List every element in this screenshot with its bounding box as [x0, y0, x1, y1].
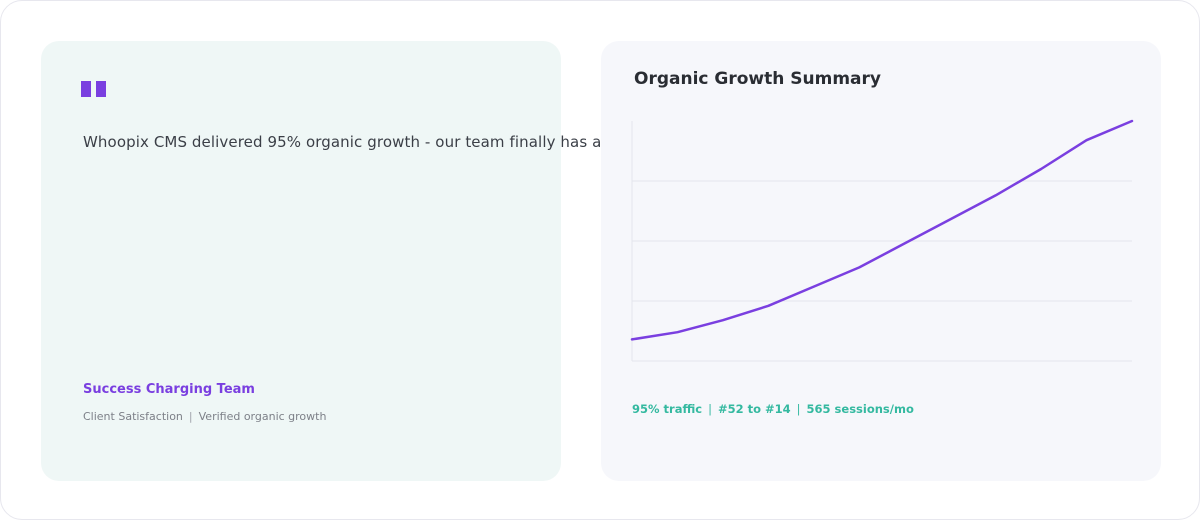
stat-separator: |	[708, 402, 712, 416]
testimonial-card: Whoopix CMS delivered 95% organic growth…	[41, 41, 756, 481]
growth-summary-card: Organic Growth Summary 95% traffic | #52 t…	[601, 41, 1161, 481]
testimonial-quote: Whoopix CMS delivered 95% organic growth…	[83, 133, 757, 151]
stats-line: 95% traffic | #52 to #14 | 565 sessions/mo	[632, 402, 914, 416]
verification-label: Verified organic growth	[198, 410, 327, 423]
growth-series-line	[630, 119, 1134, 341]
growth-chart	[630, 119, 1134, 362]
stat-sessions: 565 sessions/mo	[806, 402, 914, 416]
stat-ranking: #52 to #14	[717, 402, 791, 416]
testimonial-author: Success Charging Team	[83, 382, 255, 397]
stat-traffic: 95% traffic	[632, 402, 703, 416]
meta-separator: |	[188, 410, 193, 423]
chart-title: Organic Growth Summary	[634, 69, 881, 89]
testimonial-meta: Client Satisfaction | Verified organic gro…	[83, 410, 326, 423]
author-role: Client Satisfaction	[83, 410, 183, 423]
stat-separator: |	[796, 402, 801, 416]
quote-icon	[81, 81, 107, 99]
